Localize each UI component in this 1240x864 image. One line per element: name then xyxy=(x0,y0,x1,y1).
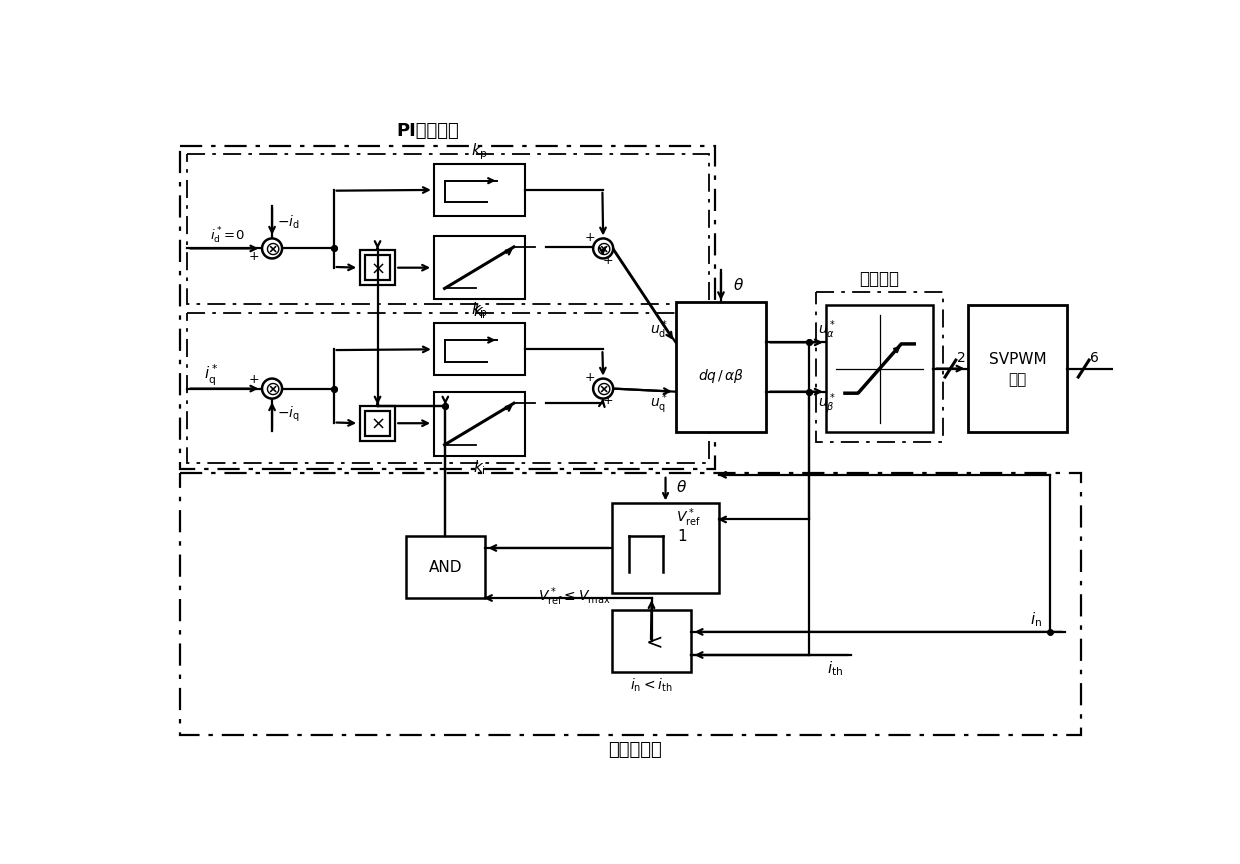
Bar xyxy=(187,154,709,304)
Text: $k_{\rm i}$: $k_{\rm i}$ xyxy=(472,459,486,477)
Text: +: + xyxy=(603,394,613,408)
Text: $\times$: $\times$ xyxy=(371,259,384,277)
Bar xyxy=(434,164,525,216)
Bar xyxy=(826,305,932,433)
Text: $i_{\rm n}<i_{\rm th}$: $i_{\rm n}<i_{\rm th}$ xyxy=(630,677,673,695)
Bar xyxy=(613,503,719,594)
Circle shape xyxy=(262,238,281,258)
Text: $u_{\alpha}^*$: $u_{\alpha}^*$ xyxy=(818,319,836,341)
Text: $\otimes$: $\otimes$ xyxy=(264,239,280,258)
Text: $-i_{\rm d}$: $-i_{\rm d}$ xyxy=(277,213,299,231)
Text: +: + xyxy=(603,254,613,267)
Text: 限幅模块: 限幅模块 xyxy=(859,270,899,289)
Text: $i_{\rm n}$: $i_{\rm n}$ xyxy=(1030,610,1042,629)
Bar xyxy=(968,305,1066,433)
Text: $i_{\rm q}^*$: $i_{\rm q}^*$ xyxy=(205,363,218,388)
Bar xyxy=(434,236,525,299)
Text: $\otimes$: $\otimes$ xyxy=(595,239,611,258)
Text: $k_{\rm p}$: $k_{\rm p}$ xyxy=(471,141,487,162)
Text: 2: 2 xyxy=(957,351,966,365)
Text: $\otimes$: $\otimes$ xyxy=(595,380,611,399)
Bar xyxy=(366,411,389,435)
Bar xyxy=(180,146,714,469)
Text: PI控制模块: PI控制模块 xyxy=(397,123,459,140)
Text: +: + xyxy=(585,232,595,245)
Text: $\otimes$: $\otimes$ xyxy=(264,380,280,399)
Bar xyxy=(360,405,396,441)
Text: $<$: $<$ xyxy=(641,632,662,652)
Text: 6: 6 xyxy=(1090,351,1099,365)
Text: 抗饱和模块: 抗饱和模块 xyxy=(609,741,662,759)
Text: +: + xyxy=(585,372,595,384)
Bar xyxy=(180,473,1080,735)
Bar xyxy=(816,292,944,442)
Circle shape xyxy=(262,378,281,398)
Text: $u_{\rm q}^*$: $u_{\rm q}^*$ xyxy=(650,391,668,416)
Text: $V_{\rm ref}^*\leq V_{\rm max}$: $V_{\rm ref}^*\leq V_{\rm max}$ xyxy=(538,585,610,607)
Text: $\theta$: $\theta$ xyxy=(676,480,687,495)
Bar xyxy=(187,313,709,463)
Text: $\times$: $\times$ xyxy=(371,415,384,433)
Bar xyxy=(360,250,396,285)
Text: $-i_{\rm q}$: $-i_{\rm q}$ xyxy=(277,405,299,424)
Bar xyxy=(434,392,525,455)
Text: SVPWM: SVPWM xyxy=(988,352,1047,367)
Text: $u_{\rm d}^*$: $u_{\rm d}^*$ xyxy=(650,319,668,341)
Text: $u_{\beta}^*$: $u_{\beta}^*$ xyxy=(818,391,836,416)
Text: +: + xyxy=(248,373,259,386)
Text: $k_{\rm i}$: $k_{\rm i}$ xyxy=(472,302,486,321)
Bar xyxy=(613,610,691,672)
Text: $\theta$: $\theta$ xyxy=(733,277,744,294)
Text: $i_{\rm th}$: $i_{\rm th}$ xyxy=(827,659,843,678)
Bar xyxy=(676,302,766,432)
Text: 1: 1 xyxy=(677,529,687,544)
Text: $k_{\rm p}$: $k_{\rm p}$ xyxy=(471,301,487,321)
Text: 模块: 模块 xyxy=(1008,372,1027,387)
Circle shape xyxy=(593,238,613,258)
Text: AND: AND xyxy=(429,560,463,575)
Bar xyxy=(405,537,485,598)
Text: +: + xyxy=(248,250,259,263)
Text: $dq\,/\,\alpha\beta$: $dq\,/\,\alpha\beta$ xyxy=(698,367,744,385)
Bar xyxy=(434,323,525,376)
Text: $V_{\rm ref}^*$: $V_{\rm ref}^*$ xyxy=(676,506,702,530)
Text: $i_{\rm d}^*\!=\!0$: $i_{\rm d}^*\!=\!0$ xyxy=(211,226,246,245)
Bar xyxy=(366,256,389,280)
Circle shape xyxy=(593,378,613,398)
